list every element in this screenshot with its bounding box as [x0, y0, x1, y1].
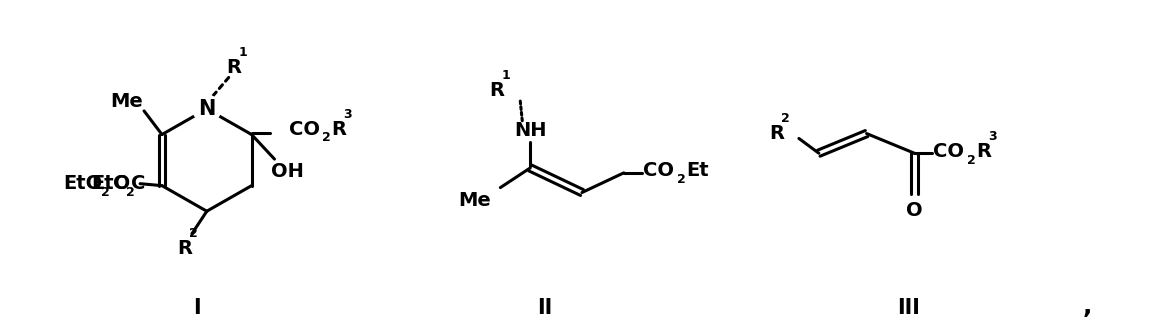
Text: R: R: [490, 81, 505, 100]
Circle shape: [193, 95, 221, 123]
Text: 2: 2: [125, 185, 135, 199]
Text: II: II: [537, 298, 553, 317]
Text: C: C: [113, 174, 128, 193]
Text: R: R: [177, 239, 192, 258]
Text: 3: 3: [343, 108, 352, 121]
Text: Me: Me: [109, 92, 143, 111]
Text: Et: Et: [687, 161, 710, 181]
Text: 1: 1: [238, 47, 247, 59]
Text: CO: CO: [290, 120, 321, 139]
Text: 1: 1: [501, 69, 509, 82]
Text: R: R: [976, 142, 991, 161]
Text: 2: 2: [676, 173, 685, 186]
Text: R: R: [769, 124, 784, 143]
Text: R: R: [227, 58, 242, 77]
Text: N: N: [198, 99, 215, 119]
Text: 2: 2: [967, 153, 976, 167]
Text: Me: Me: [458, 191, 491, 210]
Text: CO: CO: [643, 161, 674, 181]
Text: CO: CO: [934, 142, 964, 161]
Text: EtO: EtO: [91, 174, 130, 193]
Text: NH: NH: [514, 121, 546, 140]
Text: ,: ,: [1083, 294, 1092, 317]
Text: 2: 2: [189, 227, 198, 240]
Text: OH: OH: [271, 162, 304, 182]
Text: 2: 2: [322, 131, 331, 144]
Text: EtO: EtO: [63, 174, 102, 193]
FancyBboxPatch shape: [55, 167, 135, 200]
Text: 2: 2: [101, 185, 110, 199]
Text: R: R: [331, 120, 346, 139]
Text: 3: 3: [988, 130, 997, 143]
Text: III: III: [897, 298, 920, 317]
Text: I: I: [193, 298, 200, 317]
Text: C: C: [131, 174, 146, 193]
Text: O: O: [906, 201, 922, 220]
Text: 2: 2: [781, 112, 790, 125]
